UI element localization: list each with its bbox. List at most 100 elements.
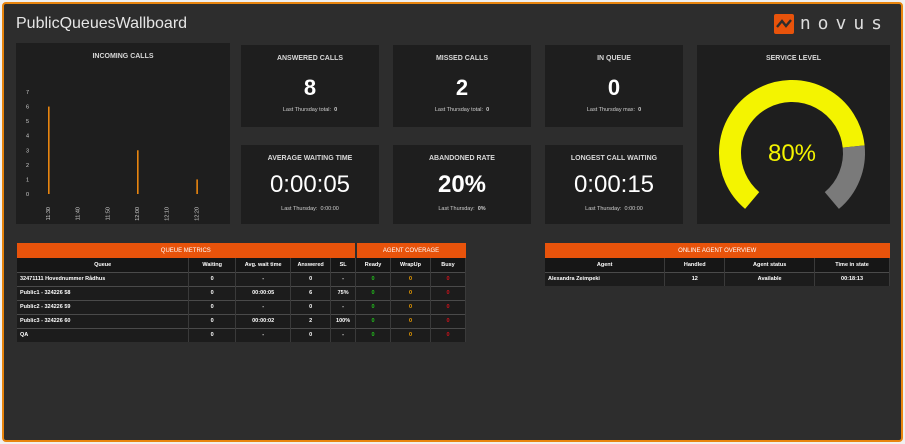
chart-bar bbox=[48, 106, 50, 194]
gauge-fill-arc bbox=[719, 80, 865, 209]
queue-metrics-header: QUEUE METRICS bbox=[17, 243, 357, 258]
x-tick-label: 11:50 bbox=[105, 207, 111, 220]
online-agent-overview-header: ONLINE AGENT OVERVIEW bbox=[545, 243, 890, 258]
gauge-remaining-arc bbox=[824, 145, 865, 209]
answered-cell: 2 bbox=[290, 313, 332, 328]
answered-sub-label: Last Thursday total: bbox=[282, 107, 332, 113]
col-avg-wait: Avg. wait time bbox=[235, 258, 292, 272]
avg-wait-cell: - bbox=[235, 327, 292, 342]
average-waiting-sub-value: 0:00:00 bbox=[320, 206, 339, 212]
y-tick-label: 0 bbox=[26, 192, 29, 198]
col-agent: Agent bbox=[545, 258, 666, 272]
average-waiting-value: 0:00:05 bbox=[269, 171, 351, 198]
col-answered: Answered bbox=[290, 258, 332, 272]
wrapup-cell: 0 bbox=[390, 327, 431, 342]
online-agent-overview-table: ONLINE AGENT OVERVIEW Agent Handled Agen… bbox=[545, 243, 890, 286]
busy-cell: 0 bbox=[430, 327, 467, 342]
sl-cell: 100% bbox=[330, 313, 357, 328]
wrapup-cell: 0 bbox=[390, 271, 431, 286]
service-level-gauge: 80% bbox=[719, 80, 865, 209]
x-tick-label: 11:40 bbox=[76, 207, 82, 220]
missed-sub-label: Last Thursday total: bbox=[434, 107, 484, 113]
queue-name-cell: QA bbox=[17, 327, 190, 342]
answered-cell: 0 bbox=[290, 299, 332, 314]
answered-cell: 6 bbox=[290, 285, 332, 300]
longest-call-waiting-title: LONGEST CALL WAITING bbox=[570, 155, 658, 162]
y-tick-label: 1 bbox=[26, 177, 29, 183]
answered-cell: 0 bbox=[290, 327, 332, 342]
answered-calls-sub: Last Thursday total: 0 bbox=[241, 107, 379, 113]
queue-name-cell: Public3 - 324226 60 bbox=[17, 313, 190, 328]
waiting-cell: 0 bbox=[188, 271, 237, 286]
in-queue-sub-value: 0 bbox=[638, 107, 642, 113]
wrapup-cell: 0 bbox=[390, 299, 431, 314]
chart-bar bbox=[196, 179, 198, 194]
answered-calls-value: 8 bbox=[303, 75, 317, 100]
table-row: QA 0-0-0 0 0 bbox=[17, 327, 467, 342]
missed-calls-value: 2 bbox=[455, 75, 469, 100]
busy-cell: 0 bbox=[430, 299, 467, 314]
ready-cell: 0 bbox=[355, 271, 392, 286]
sl-cell: - bbox=[330, 271, 357, 286]
queue-name-cell: Public2 - 324226 59 bbox=[17, 299, 190, 314]
answered-cell: 0 bbox=[290, 271, 332, 286]
x-tick-label: 11:30 bbox=[46, 207, 52, 220]
sl-cell: - bbox=[330, 299, 357, 314]
table-row: Public1 - 324226 58 0 00:00:05 6 75% 0 0 0 bbox=[17, 285, 467, 300]
ready-cell: 0 bbox=[355, 285, 392, 300]
col-queue: Queue bbox=[17, 258, 190, 272]
table-row: Public3 - 324226 60 0 00:00:02 2 100% 0 0 0 bbox=[17, 313, 467, 328]
ready-cell: 0 bbox=[355, 313, 392, 328]
busy-cell: 0 bbox=[430, 313, 467, 328]
sl-cell: 75% bbox=[330, 285, 357, 300]
average-waiting-sub: Last Thursday: 0:00:00 bbox=[241, 206, 379, 212]
service-level-panel: SERVICE LEVEL 80% bbox=[697, 45, 890, 224]
service-level-value: 80% bbox=[768, 140, 816, 167]
queue-name-cell: 32471111 Hovednummer Rådhus bbox=[17, 271, 190, 286]
abandoned-rate-title: ABANDONED RATE bbox=[429, 155, 495, 162]
in-queue-sub: Last Thursday max: 0 bbox=[545, 107, 683, 113]
incoming-calls-panel: INCOMING CALLS 0 1 2 3 4 5 6 7 11:30 11:40 11:50 12… bbox=[16, 43, 230, 224]
in-queue-panel: IN QUEUE 0 Last Thursday max: 0 bbox=[545, 45, 683, 127]
y-tick-label: 3 bbox=[26, 148, 29, 154]
missed-sub-value: 0 bbox=[486, 107, 490, 113]
sl-cell: - bbox=[330, 327, 357, 342]
x-tick-label: 12:00 bbox=[135, 207, 141, 221]
col-waiting: Waiting bbox=[188, 258, 237, 272]
abandoned-rate-sub-value: 0% bbox=[477, 206, 486, 212]
novus-logo-mark-icon bbox=[773, 13, 794, 34]
answered-calls-panel: ANSWERED CALLS 8 Last Thursday total: 0 bbox=[241, 45, 379, 127]
agent-name-cell: Alexandra Zeimpeki bbox=[545, 271, 666, 286]
y-tick-label: 6 bbox=[26, 105, 29, 111]
handled-cell: 12 bbox=[664, 271, 726, 286]
ready-cell: 0 bbox=[355, 327, 392, 342]
service-level-title: SERVICE LEVEL bbox=[765, 55, 822, 62]
col-time-in-state: Time in state bbox=[814, 258, 890, 272]
novus-logo: novus bbox=[773, 13, 889, 34]
in-queue-title: IN QUEUE bbox=[597, 55, 631, 62]
answered-calls-title: ANSWERED CALLS bbox=[276, 55, 344, 62]
missed-calls-sub: Last Thursday total: 0 bbox=[393, 107, 531, 113]
agent-overview-column-headers: Agent Handled Agent status Time in state bbox=[545, 258, 890, 272]
longest-call-waiting-sub: Last Thursday: 0:00:00 bbox=[545, 206, 683, 212]
y-tick-label: 2 bbox=[26, 163, 29, 169]
col-wrapup: WrapUp bbox=[390, 258, 431, 272]
x-tick-label: 12:10 bbox=[165, 207, 171, 221]
longest-call-waiting-value: 0:00:15 bbox=[573, 171, 655, 198]
y-tick-label: 5 bbox=[26, 119, 29, 125]
in-queue-value: 0 bbox=[607, 75, 621, 100]
abandoned-rate-value: 20% bbox=[437, 171, 487, 198]
col-handled: Handled bbox=[664, 258, 726, 272]
average-waiting-title: AVERAGE WAITING TIME bbox=[267, 155, 353, 162]
col-sl: SL bbox=[330, 258, 357, 272]
waiting-cell: 0 bbox=[188, 313, 237, 328]
avg-wait-cell: - bbox=[235, 271, 292, 286]
table-row: 32471111 Hovednummer Rådhus 0-0-0 0 0 bbox=[17, 271, 467, 286]
in-queue-sub-label: Last Thursday max: bbox=[586, 107, 636, 113]
waiting-cell: 0 bbox=[188, 327, 237, 342]
busy-cell: 0 bbox=[430, 271, 467, 286]
wrapup-cell: 0 bbox=[390, 285, 431, 300]
agent-status-cell: Available bbox=[724, 271, 816, 286]
col-busy: Busy bbox=[430, 258, 467, 272]
average-waiting-sub-label: Last Thursday: bbox=[281, 206, 318, 212]
